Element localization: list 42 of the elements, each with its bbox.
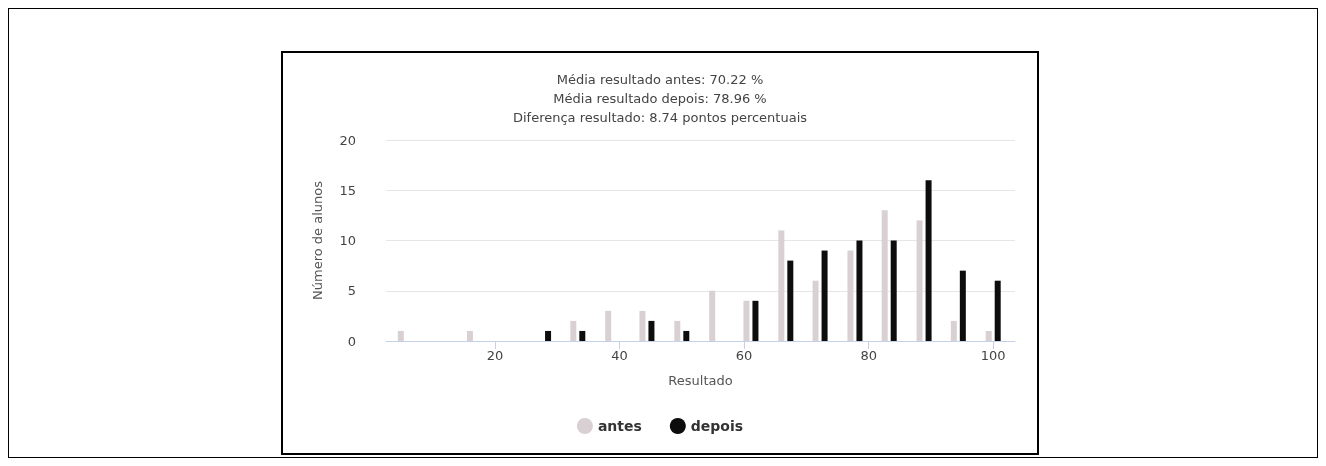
bar (925, 180, 932, 341)
bar (674, 320, 681, 341)
y-tick-label: 5 (347, 283, 356, 299)
bar (821, 250, 828, 341)
bar (959, 270, 966, 341)
bar (890, 240, 897, 341)
y-tick-label: 20 (339, 132, 356, 148)
x-tick-label: 80 (860, 348, 877, 363)
x-tick-label: 60 (735, 348, 753, 363)
bar (881, 210, 888, 341)
bar (856, 240, 863, 341)
bar (787, 260, 794, 341)
bar (847, 250, 854, 341)
bar (545, 330, 552, 341)
bar (579, 330, 586, 341)
x-tick-label: 40 (611, 348, 628, 363)
bar (743, 300, 750, 341)
bar (752, 300, 759, 341)
y-tick-label: 10 (339, 233, 356, 248)
bar (994, 280, 1001, 341)
bar (985, 330, 992, 341)
bar (683, 330, 690, 341)
x-axis-title: Resultado (668, 373, 733, 388)
bar (639, 310, 646, 341)
legend-label: depois (690, 418, 744, 434)
x-tick-label: 20 (486, 348, 504, 363)
bar (916, 220, 923, 341)
bar (648, 320, 655, 341)
bar (709, 290, 716, 341)
bar (605, 310, 612, 341)
bar (466, 330, 473, 341)
chart-title: Média resultado antes: 70.22 % Média resultado depois: 78.96 % Diferença resultado: 8.74 pontos percentuais (512, 72, 808, 125)
x-tick-label: 100 (980, 348, 1006, 363)
bar (778, 230, 785, 341)
y-tick-label: 15 (339, 182, 356, 198)
bar (397, 330, 404, 341)
bar (950, 320, 957, 341)
y-axis-title: Número de alunos (310, 180, 325, 300)
y-tick-label: 0 (347, 333, 356, 349)
bar (570, 320, 577, 341)
bar (812, 280, 819, 341)
legend-label: antes (597, 418, 642, 434)
